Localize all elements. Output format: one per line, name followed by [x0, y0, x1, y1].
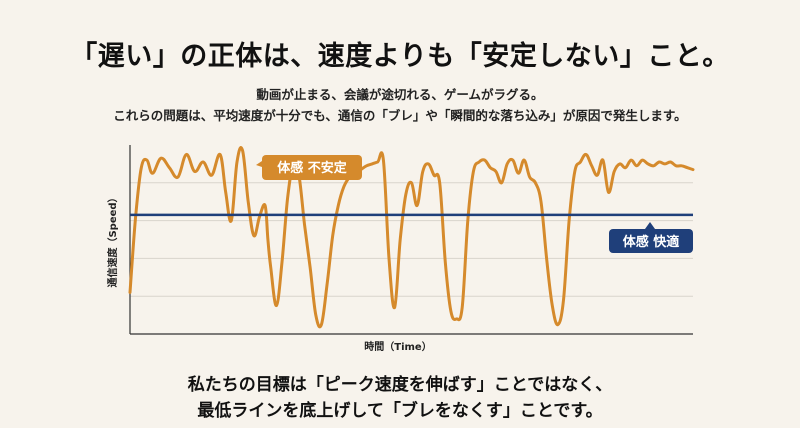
- subtitle-line-1: 動画が止まる、会議が途切れる、ゲームがラグる。: [256, 87, 544, 102]
- annotation-comfortable-label: 体感 快適: [623, 234, 680, 250]
- annotation-comfortable-pointer: [645, 222, 655, 229]
- x-axis-label: 時間（Time）: [364, 340, 431, 353]
- page-title: 「遅い」の正体は、速度よりも「安定しない」こと。: [70, 41, 730, 72]
- annotation-comfortable-box: [609, 229, 693, 253]
- subtitle-line-2: これらの問題は、平均速度が十分でも、通信の「ブレ」や「瞬間的な落ち込み」が原因で…: [113, 108, 687, 123]
- y-axis-label: 通信速度（Speed）: [106, 192, 119, 287]
- series-line-speed: [128, 146, 695, 329]
- chart-grid: [130, 182, 693, 297]
- footer-line-1: 私たちの目標は「ピーク速度を伸ばす」ことではなく、: [187, 375, 613, 395]
- annotation-unstable-label: 体感 不安定: [277, 160, 347, 176]
- footer-line-2: 最低ラインを底上げして「ブレをなくす」ことです。: [197, 401, 603, 421]
- annotation-comfortable: 体感 快適: [609, 222, 693, 253]
- annotation-unstable-pointer: [256, 161, 262, 167]
- annotation-unstable: 体感 不安定: [256, 155, 362, 180]
- annotation-unstable-box: [262, 155, 362, 180]
